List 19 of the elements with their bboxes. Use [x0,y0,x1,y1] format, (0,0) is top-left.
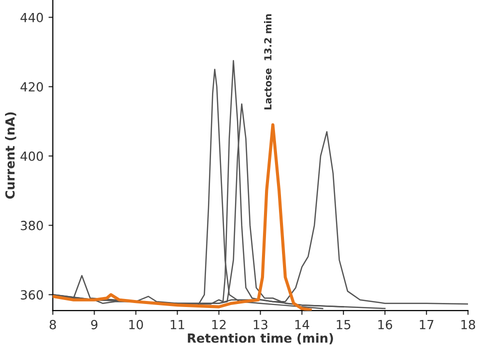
y-tick-label: 440 [20,12,43,22]
x-tick-label: 9 [91,320,98,330]
annotation: Lactose 13.2 min [264,14,272,110]
x-tick-label: 8 [50,320,56,330]
x-tick-label: 11 [170,320,184,330]
y-tick-label: 400 [20,151,43,161]
y-axis-title: Current (nA) [5,112,16,199]
x-tick-label: 16 [378,320,392,330]
x-tick-label: 17 [420,320,434,330]
x-tick-label: 14 [295,320,310,330]
x-axis-title: Retention time (min) [188,333,333,344]
y-tick-label: 420 [20,82,43,92]
y-tick-label: 360 [20,290,43,300]
x-tick-label: 13 [254,320,268,330]
x-tick-label: 15 [336,320,350,330]
x-tick-label: 10 [129,320,143,330]
x-tick-label: 12 [212,320,226,330]
y-tick-label: 380 [20,220,43,230]
x-tick-label: 18 [461,320,476,330]
